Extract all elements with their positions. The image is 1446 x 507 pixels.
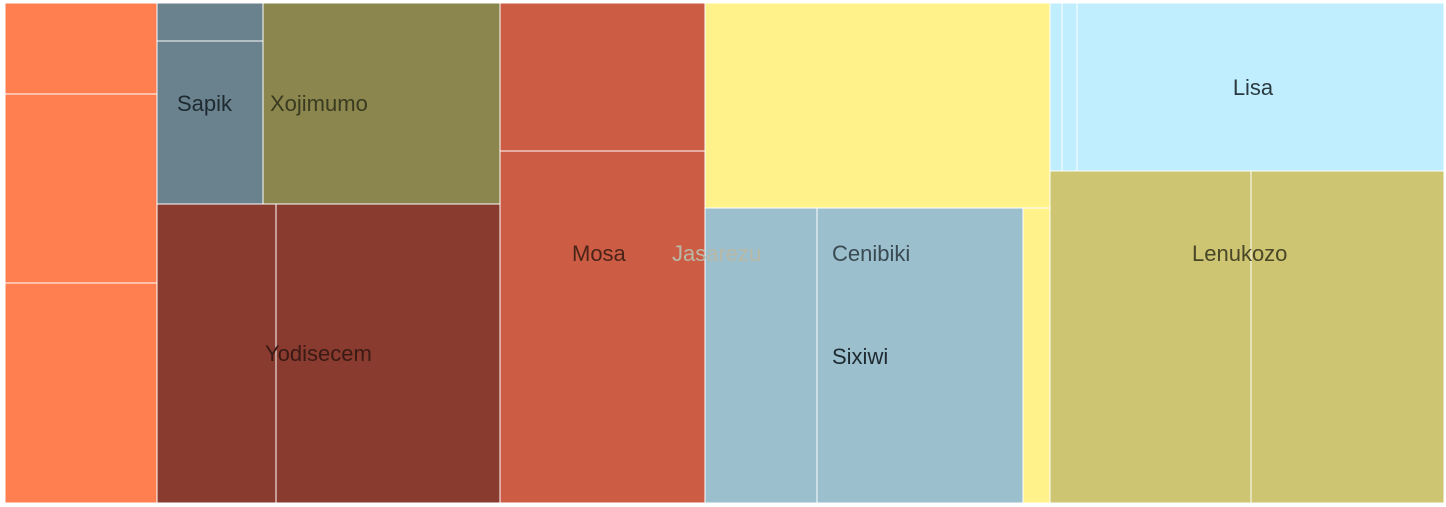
treemap-label-cenibiki: Cenibiki — [832, 241, 910, 266]
treemap-cell-lisa-2 — [1061, 2, 1078, 172]
treemap-cell-xojimumo-1 — [262, 2, 501, 205]
treemap-label-mosa: Mosa — [572, 241, 627, 266]
treemap-cell-group-1-3 — [4, 282, 158, 504]
treemap-cell-jasarezu-2 — [1022, 207, 1051, 504]
treemap-label-sixiwi: Sixiwi — [832, 344, 888, 369]
treemap-label-xojimumo: Xojimumo — [270, 91, 368, 116]
treemap-cell-lisa-3 — [1076, 2, 1445, 172]
treemap-cell-jasarezu-1 — [704, 2, 1051, 209]
treemap-cell-mosa-2 — [499, 150, 706, 504]
treemap-cell-mosa-1 — [499, 2, 706, 152]
treemap-label-lenukozo: Lenukozo — [1192, 241, 1287, 266]
treemap-cell-sixiwi-1 — [816, 207, 1024, 504]
treemap-cell-sapik-2 — [156, 40, 264, 205]
treemap-cell-group-1-2 — [4, 93, 158, 284]
treemap-label-jasarezu: Jasarezu — [672, 241, 761, 266]
treemap-label-lisa: Lisa — [1233, 75, 1274, 100]
treemap-cell-cenibiki-1 — [704, 207, 818, 504]
treemap-label-sapik: Sapik — [177, 91, 233, 116]
treemap-cell-sapik-1 — [156, 2, 264, 42]
treemap-cell-group-1-1 — [4, 2, 158, 95]
treemap-cell-lenukozo-2 — [1250, 170, 1445, 504]
treemap-cell-lisa-1 — [1049, 2, 1063, 172]
treemap-cell-yodisecem-1 — [156, 203, 277, 504]
treemap-cell-yodisecem-2 — [275, 203, 501, 504]
treemap-label-yodisecem: Yodisecem — [265, 341, 372, 366]
treemap-cell-lenukozo-1 — [1049, 170, 1252, 504]
